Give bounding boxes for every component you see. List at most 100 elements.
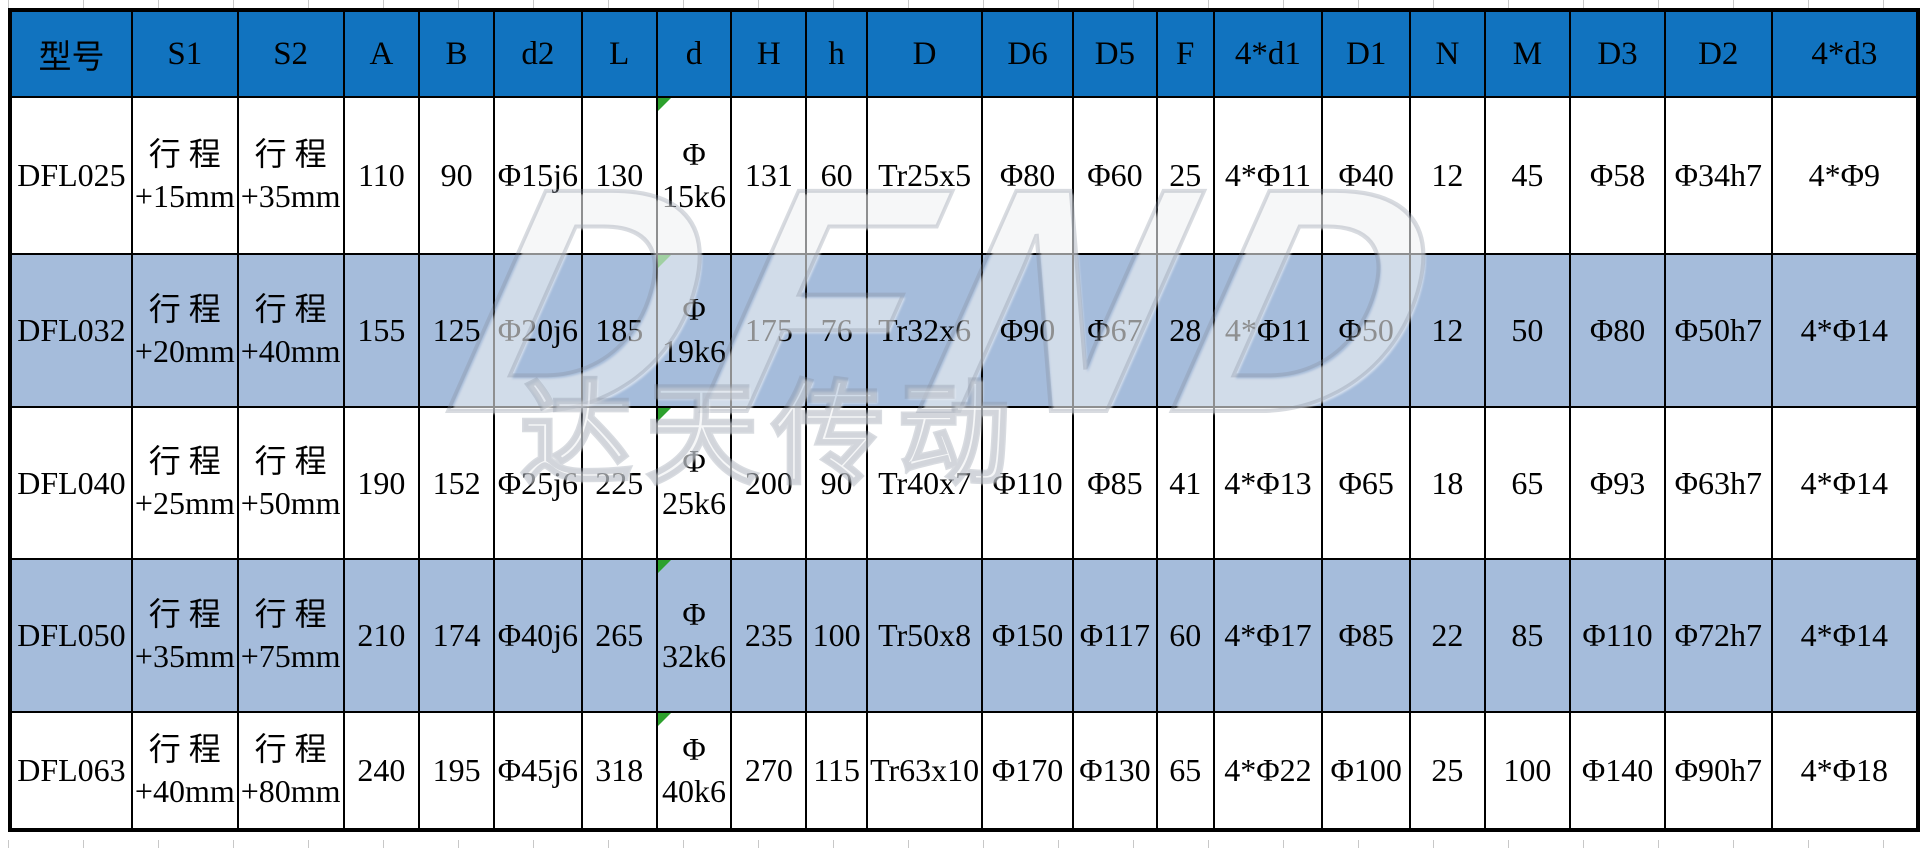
table-cell: 130 (580, 96, 658, 255)
header-cell: A (342, 9, 421, 98)
table-cell: 100 (805, 558, 869, 713)
header-cell: D1 (1321, 9, 1412, 98)
header-cell: 4*d3 (1770, 9, 1920, 98)
table-cell: Φ63h7 (1663, 406, 1773, 560)
table-cell: Φ 40k6 (655, 711, 733, 831)
cell-line: 行 程 (148, 443, 221, 480)
table-cell: 131 (730, 96, 808, 255)
cell-line: Φ (682, 730, 706, 767)
header-cell: h (805, 9, 869, 98)
gridline-strip-bottom (8, 840, 1909, 848)
table-cell: 4*Φ17 (1212, 558, 1324, 713)
table-cell: Φ50 (1321, 253, 1412, 408)
model-cell: DFL032 (9, 253, 133, 408)
header-cell: D5 (1071, 9, 1158, 98)
table-cell: 235 (730, 558, 808, 713)
table-cell: 18 (1409, 406, 1486, 560)
error-flag-icon (658, 409, 671, 421)
table-cell: Φ80 (981, 96, 1074, 255)
table-cell: Φ45j6 (492, 711, 583, 831)
table-cell: 155 (342, 253, 421, 408)
table-cell: Φ170 (981, 711, 1074, 831)
table-row: DFL040 行 程 +25mm 行 程 +50mm 190 152 Φ25j6 225 Φ 25k… (9, 406, 1920, 560)
cell-line: +15mm (134, 177, 235, 214)
table-cell: 76 (805, 253, 869, 408)
table-cell: 152 (418, 406, 495, 560)
table-cell: Φ117 (1071, 558, 1158, 713)
table-cell: 4*Φ14 (1770, 406, 1920, 560)
cell-line: 40k6 (662, 772, 727, 809)
cell-line: 行 程 (254, 595, 327, 632)
table-cell: 4*Φ9 (1770, 96, 1920, 255)
table-cell: Φ110 (1569, 558, 1666, 713)
table-cell: Φ130 (1071, 711, 1158, 831)
model-cell: DFL025 (9, 96, 133, 255)
table-cell: Φ15j6 (492, 96, 583, 255)
table-cell: Φ100 (1321, 711, 1412, 831)
table-cell: 行 程 +40mm (236, 253, 345, 408)
table-cell: 4*Φ18 (1770, 711, 1920, 831)
table-cell: Tr63x10 (866, 711, 984, 831)
header-cell: N (1409, 9, 1486, 98)
table-cell: 45 (1483, 96, 1572, 255)
table-cell: 60 (805, 96, 869, 255)
table-cell: 行 程 +50mm (236, 406, 345, 560)
cell-line: 32k6 (662, 637, 727, 674)
cell-line: +35mm (134, 637, 235, 674)
cell-line: 行 程 (148, 135, 221, 172)
cell-line: 行 程 (254, 730, 327, 767)
table-cell: 85 (1483, 558, 1572, 713)
table-cell: 12 (1409, 96, 1486, 255)
table-cell: 25 (1409, 711, 1486, 831)
error-flag-icon (658, 256, 671, 268)
table-cell: 4*Φ22 (1212, 711, 1324, 831)
table-cell: 行 程 +35mm (130, 558, 239, 713)
table-cell: 175 (730, 253, 808, 408)
table-cell: Φ20j6 (492, 253, 583, 408)
cell-line: Φ (682, 135, 706, 172)
table-cell: 174 (418, 558, 495, 713)
table-body: DFL025 行 程 +15mm 行 程 +35mm 110 90 Φ15j6 130 Φ 15k6… (9, 96, 1920, 831)
cell-line: +25mm (134, 485, 235, 521)
error-flag-icon (658, 714, 671, 726)
table-cell: 22 (1409, 558, 1486, 713)
table-cell: Φ150 (981, 558, 1074, 713)
cell-line: 行 程 (254, 290, 327, 327)
cell-line: +20mm (134, 332, 235, 369)
table-cell: 110 (342, 96, 421, 255)
header-cell: M (1483, 9, 1572, 98)
table-cell: 200 (730, 406, 808, 560)
header-cell: D (866, 9, 984, 98)
header-cell: D2 (1663, 9, 1773, 98)
table-cell: 25 (1155, 96, 1215, 255)
table-cell: 4*Φ11 (1212, 96, 1324, 255)
model-cell: DFL063 (9, 711, 133, 831)
table-cell: 行 程 +20mm (130, 253, 239, 408)
table-cell: Φ80 (1569, 253, 1666, 408)
table-cell: 65 (1483, 406, 1572, 560)
table-cell: 行 程 +40mm (130, 711, 239, 831)
table-cell: Φ34h7 (1663, 96, 1773, 255)
table-cell: 190 (342, 406, 421, 560)
table-row: DFL025 行 程 +15mm 行 程 +35mm 110 90 Φ15j6 130 Φ 15k6… (9, 96, 1920, 255)
table-cell: 4*Φ13 (1212, 406, 1324, 560)
table-cell: Tr40x7 (866, 406, 984, 560)
table-row: DFL063 行 程 +40mm 行 程 +80mm 240 195 Φ45j6 318 Φ 40k… (9, 711, 1920, 831)
table-cell: Tr50x8 (866, 558, 984, 713)
table-cell: 行 程 +25mm (130, 406, 239, 560)
table-cell: Φ 32k6 (655, 558, 733, 713)
header-cell: B (418, 9, 495, 98)
cell-line: +40mm (134, 772, 235, 809)
table-cell: Φ85 (1321, 558, 1412, 713)
cell-line: Φ (682, 595, 706, 632)
error-flag-icon (658, 99, 671, 111)
cell-line: +35mm (240, 177, 341, 214)
table-cell: Φ140 (1569, 711, 1666, 831)
header-cell: d (655, 9, 733, 98)
table-cell: 行 程 +35mm (236, 96, 345, 255)
table-cell: 60 (1155, 558, 1215, 713)
table-cell: Tr32x6 (866, 253, 984, 408)
table-cell: 4*Φ14 (1770, 253, 1920, 408)
